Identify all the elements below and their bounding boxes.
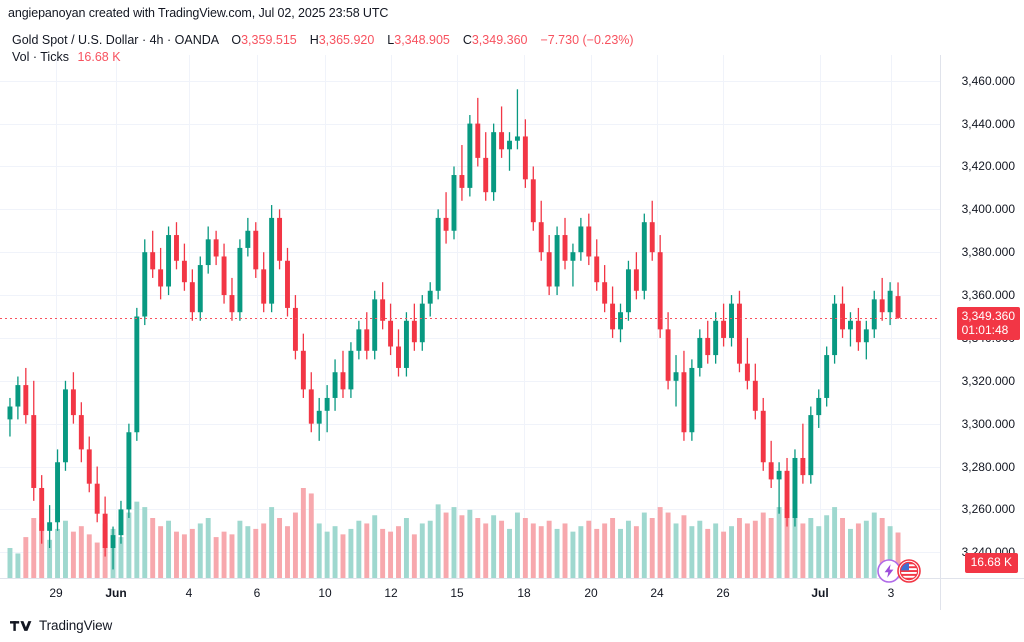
price-tick-1: 3,440.000	[961, 116, 1015, 131]
legend-open-value: 3,359.515	[241, 33, 297, 47]
attribution-text: angiepanoyan created with TradingView.co…	[8, 6, 389, 20]
time-tick-10: 26	[716, 586, 730, 600]
tradingview-logo-icon	[10, 620, 32, 631]
time-tick-9: 24	[650, 586, 664, 600]
legend-volume-value: 16.68 K	[77, 50, 121, 64]
tradingview-footer: TradingView	[10, 618, 112, 633]
time-tick-6: 15	[450, 586, 464, 600]
price-tick-4: 3,380.000	[961, 245, 1015, 260]
legend-close-label: C	[462, 33, 472, 47]
price-tick-10: 3,260.000	[961, 502, 1015, 517]
legend-row-symbol: Gold Spot / U.S. Dollar · 4h · OANDA O3,…	[12, 32, 634, 49]
legend-interval[interactable]: 4h	[149, 33, 164, 47]
price-tick-3: 3,400.000	[961, 202, 1015, 217]
candlestick-series	[0, 89, 940, 578]
time-tick-11: Jul	[811, 586, 829, 600]
current-price-value: 3,349.360	[961, 308, 1015, 323]
legend-low-value: 3,348.905	[394, 33, 450, 47]
legend-symbol[interactable]: Gold Spot / U.S. Dollar	[12, 33, 139, 47]
time-tick-2: 4	[185, 586, 193, 600]
chart-legend: Gold Spot / U.S. Dollar · 4h · OANDA O3,…	[12, 32, 634, 66]
time-tick-12: 3	[887, 586, 895, 600]
chart-corner-badges[interactable]	[876, 558, 922, 584]
price-tick-9: 3,280.000	[961, 459, 1015, 474]
legend-volume-title[interactable]: Vol · Ticks	[12, 50, 69, 64]
time-tick-0: 29	[49, 586, 63, 600]
legend-open-label: O	[231, 33, 242, 47]
legend-row-volume: Vol · Ticks 16.68 K	[12, 49, 634, 66]
us-flag-icon[interactable]	[896, 558, 922, 584]
time-tick-5: 12	[384, 586, 398, 600]
time-scale-corner	[940, 578, 1024, 610]
price-tick-5: 3,360.000	[961, 288, 1015, 303]
time-tick-1: Jun	[105, 586, 127, 600]
legend-change: −7.730 (−0.23%)	[540, 33, 634, 47]
legend-exchange: OANDA	[174, 33, 219, 47]
time-tick-3: 6	[253, 586, 261, 600]
volume-value-badge: 16.68 K	[964, 553, 1018, 573]
legend-high-label: H	[309, 33, 319, 47]
chart-plot-area[interactable]	[0, 55, 940, 578]
price-tick-7: 3,320.000	[961, 373, 1015, 388]
price-scale[interactable]: 3,460.000 3,440.000 3,420.000 3,400.000 3,38…	[940, 55, 1024, 578]
time-tick-4: 10	[318, 586, 332, 600]
time-tick-8: 20	[584, 586, 598, 600]
legend-close-value: 3,349.360	[471, 33, 528, 47]
price-tick-0: 3,460.000	[961, 73, 1015, 88]
price-tick-8: 3,300.000	[961, 416, 1015, 431]
time-scale[interactable]: 29 Jun 4 6 10 12 15 18 20 24 26 Jul 3	[0, 578, 940, 610]
bar-countdown: 01:01:48	[961, 322, 1009, 337]
legend-sep-1: ·	[141, 33, 147, 47]
legend-sep-2: ·	[166, 33, 172, 47]
current-price-badge: 3,349.360 01:01:48	[956, 306, 1020, 340]
lightning-icon[interactable]	[876, 558, 902, 584]
price-tick-2: 3,420.000	[961, 159, 1015, 174]
tradingview-brand-label: TradingView	[39, 618, 113, 633]
time-tick-7: 18	[517, 586, 531, 600]
legend-low-label: L	[387, 33, 395, 47]
legend-high-value: 3,365.920	[318, 33, 375, 47]
